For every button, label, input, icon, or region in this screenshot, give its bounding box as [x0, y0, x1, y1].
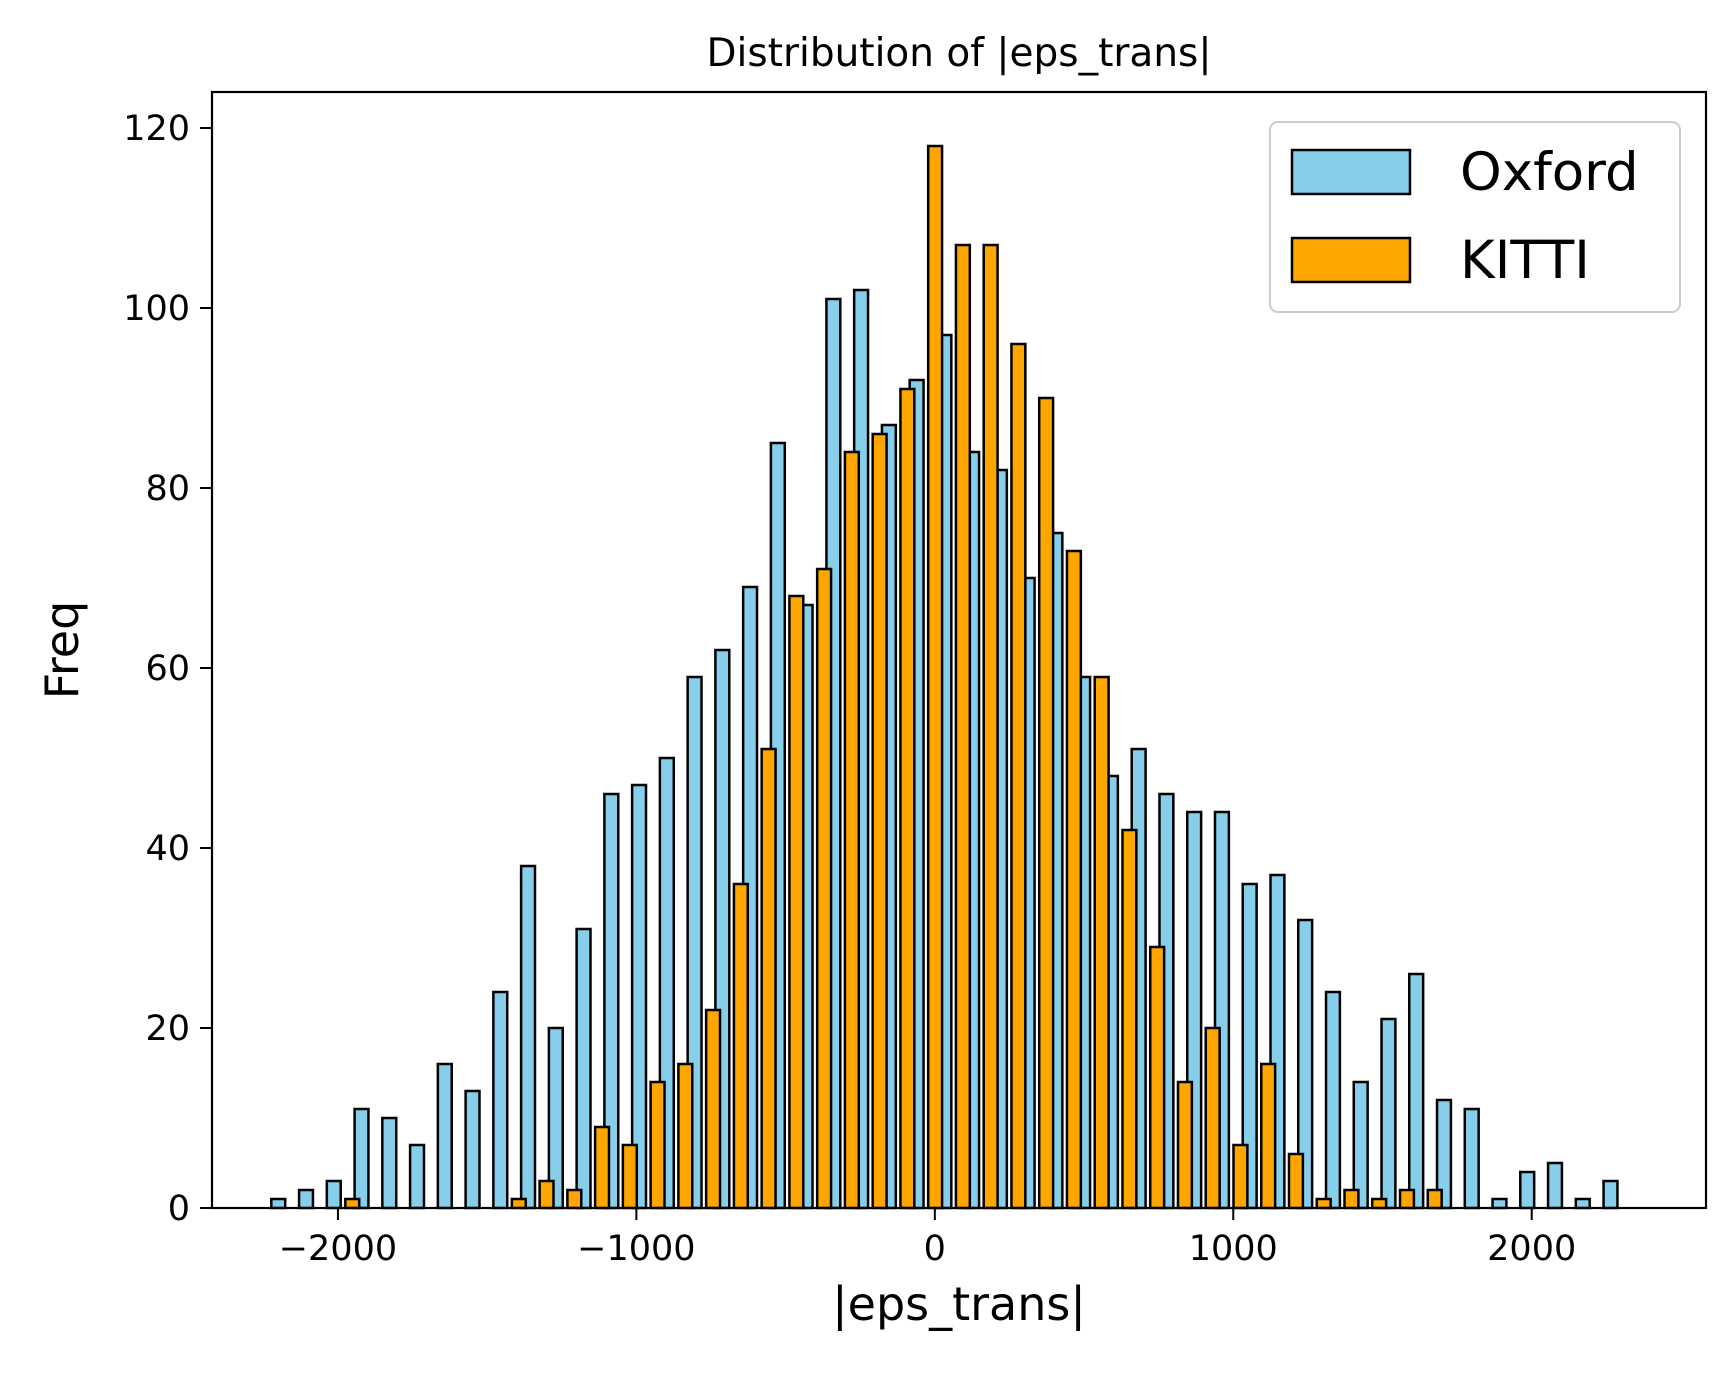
- bar-kitti-37: [1315, 1197, 1332, 1210]
- x-axis-title: |eps_trans|: [832, 1277, 1086, 1332]
- y-tick-label: 60: [145, 649, 190, 689]
- series-oxford-bars: [270, 288, 1619, 1210]
- bar-oxford-45: [1519, 1170, 1536, 1210]
- bar-kitti-18: [788, 594, 805, 1210]
- bar-kitti-11: [593, 1125, 611, 1210]
- bar-kitti-15: [704, 1008, 722, 1210]
- x-tick-label: 2000: [1487, 1229, 1576, 1269]
- y-tick-label: 0: [168, 1189, 190, 1229]
- y-tick-label: 80: [145, 469, 190, 509]
- y-axis-title: Freq: [35, 601, 89, 700]
- bar-oxford-6: [436, 1062, 453, 1210]
- x-tick-label: −2000: [279, 1229, 397, 1269]
- bar-kitti-28: [1065, 549, 1083, 1210]
- bar-oxford-48: [1602, 1179, 1619, 1210]
- bar-kitti-20: [843, 450, 861, 1210]
- bar-kitti-21: [871, 432, 888, 1210]
- bar-oxford-47: [1574, 1197, 1591, 1210]
- x-tick-label: −1000: [577, 1229, 695, 1269]
- legend-label-oxford: Oxford: [1460, 142, 1639, 203]
- bar-kitti-9: [538, 1179, 555, 1210]
- legend-swatch-kitti: [1290, 236, 1412, 284]
- legend-swatch-oxford: [1290, 148, 1412, 196]
- bar-kitti-26: [1010, 342, 1027, 1210]
- bar-oxford-2: [325, 1179, 342, 1210]
- legend: Oxford KITTI: [1269, 121, 1681, 313]
- bar-kitti-41: [1426, 1188, 1443, 1210]
- bar-kitti-38: [1343, 1188, 1360, 1210]
- bar-kitti-39: [1371, 1197, 1388, 1210]
- bar-oxford-40: [1380, 1017, 1397, 1210]
- bar-kitti-40: [1398, 1188, 1416, 1210]
- bar-kitti-27: [1037, 396, 1055, 1210]
- bar-kitti-30: [1121, 828, 1138, 1210]
- bar-oxford-3: [353, 1107, 370, 1210]
- bar-kitti-8: [510, 1197, 527, 1210]
- plot-area-frame: [210, 90, 1708, 1210]
- bar-kitti-25: [982, 243, 999, 1210]
- legend-label-kitti: KITTI: [1460, 230, 1590, 291]
- chart-title: Distribution of |eps_trans|: [706, 31, 1211, 76]
- y-tick-label: 100: [123, 289, 190, 329]
- bar-kitti-34: [1232, 1143, 1249, 1210]
- x-tick-label: 0: [924, 1229, 946, 1269]
- x-tick-label: 1000: [1189, 1229, 1278, 1269]
- y-tick-label: 120: [123, 109, 190, 149]
- bar-kitti-10: [566, 1188, 583, 1210]
- bar-kitti-33: [1204, 1026, 1221, 1210]
- bar-kitti-22: [899, 387, 916, 1210]
- bar-kitti-31: [1148, 945, 1166, 1210]
- bar-kitti-24: [954, 243, 972, 1210]
- bar-oxford-11: [575, 927, 592, 1210]
- y-tick-label: 20: [145, 1009, 190, 1049]
- bar-kitti-17: [760, 747, 777, 1210]
- bar-kitti-36: [1287, 1152, 1305, 1210]
- y-axis: 0 20 40 60 80 100 120: [123, 109, 212, 1229]
- bar-oxford-4: [381, 1116, 398, 1210]
- bar-kitti-16: [732, 882, 750, 1210]
- bar-oxford-38: [1324, 990, 1342, 1210]
- legend-item-oxford: Oxford: [1290, 142, 1639, 203]
- bar-oxford-1: [297, 1188, 315, 1210]
- bar-kitti-35: [1260, 1062, 1277, 1210]
- y-tick-label: 40: [145, 829, 190, 869]
- bar-oxford-0: [270, 1197, 287, 1210]
- bar-oxford-7: [464, 1089, 481, 1210]
- bar-kitti-12: [621, 1143, 639, 1210]
- x-axis: −2000 −1000 0 1000 2000: [279, 1208, 1576, 1269]
- legend-item-kitti: KITTI: [1290, 230, 1590, 291]
- bar-oxford-8: [492, 990, 509, 1210]
- bar-oxford-46: [1546, 1161, 1564, 1210]
- bar-oxford-41: [1408, 972, 1425, 1210]
- bar-kitti-19: [815, 567, 833, 1210]
- bar-kitti-29: [1093, 675, 1110, 1210]
- bar-kitti-14: [677, 1062, 694, 1210]
- bar-oxford-9: [519, 864, 537, 1210]
- bar-oxford-43: [1463, 1107, 1480, 1210]
- bar-kitti-2: [344, 1197, 361, 1210]
- bar-kitti-13: [649, 1080, 666, 1210]
- bar-kitti-32: [1176, 1080, 1194, 1210]
- bar-oxford-5: [408, 1143, 426, 1210]
- bar-kitti-23: [926, 144, 944, 1210]
- bar-oxford-44: [1491, 1197, 1508, 1210]
